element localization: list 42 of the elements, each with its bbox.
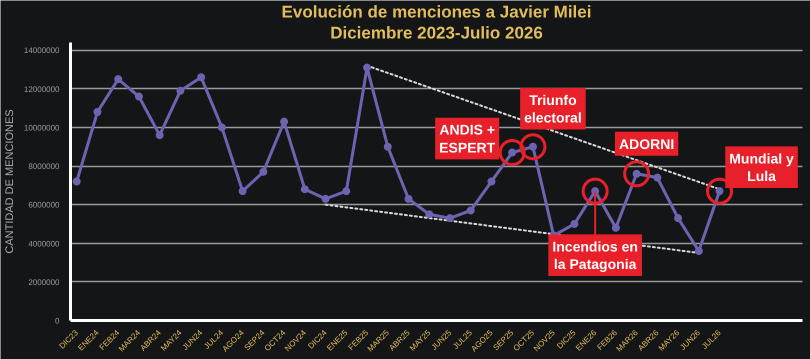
chart-subtitle: Diciembre 2023-Julio 2026 xyxy=(330,24,543,42)
chart-title: Evolución de menciones a Javier Milei xyxy=(282,2,592,22)
point xyxy=(197,73,206,82)
annotation: Mundial y Lula xyxy=(729,150,794,184)
point xyxy=(674,214,682,222)
point xyxy=(612,224,620,232)
point xyxy=(176,86,184,95)
point xyxy=(238,187,247,196)
point xyxy=(653,174,662,182)
y-tick-label: 6000000 xyxy=(28,200,60,210)
point xyxy=(300,185,309,194)
point xyxy=(280,118,288,126)
point xyxy=(446,214,454,222)
point xyxy=(342,187,350,196)
point xyxy=(259,168,268,176)
y-tick-label: 14000000 xyxy=(24,46,60,56)
annotation: ADORNI xyxy=(618,136,674,152)
point xyxy=(384,142,392,151)
y-tick-label: 0 xyxy=(55,316,60,326)
point xyxy=(156,131,164,140)
point xyxy=(114,75,122,84)
y-tick-label: 2000000 xyxy=(28,278,60,287)
point xyxy=(404,194,413,203)
y-tick-label: 10000000 xyxy=(24,123,60,132)
y-axis-title: CANTIDAD DE MENCIONES xyxy=(4,109,16,254)
annotation: Incendios en la Patagonia xyxy=(552,238,638,272)
y-tick-label: 4000000 xyxy=(28,239,60,248)
point xyxy=(425,210,434,218)
point xyxy=(134,92,143,101)
point xyxy=(570,220,578,228)
y-tick-label: 8000000 xyxy=(28,162,60,172)
annotation: Triunfo electoral xyxy=(524,92,582,126)
point xyxy=(218,123,226,132)
annotation: ANDIS + ESPERT xyxy=(439,122,496,156)
point xyxy=(322,194,330,203)
point xyxy=(487,178,496,186)
point xyxy=(694,247,703,255)
point xyxy=(466,206,475,214)
point xyxy=(72,178,81,186)
y-tick-label: 12000000 xyxy=(24,84,60,94)
point xyxy=(93,108,102,116)
point xyxy=(363,64,372,72)
